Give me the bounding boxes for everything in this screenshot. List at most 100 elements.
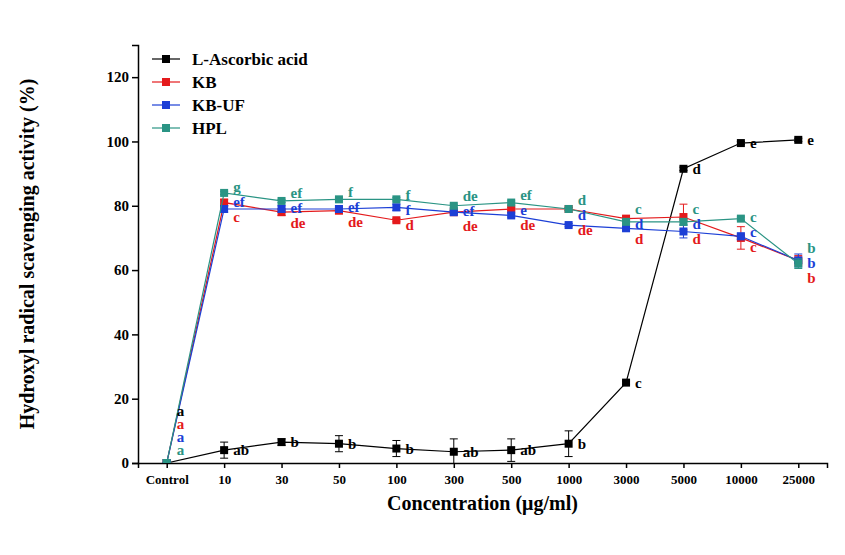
legend-label: KB [192,73,217,92]
error-bar-cap [565,456,573,457]
annotation: ef [520,187,533,203]
legend-marker [162,78,170,86]
tick-mark [454,463,456,468]
annotation: f [405,187,411,203]
annotation: b [405,441,413,457]
legend-label: L-Ascorbic acid [192,50,308,69]
annotations: aaaaabgefcbefefdebfefdebffdabdeefdeabefe… [177,132,816,460]
annotation: d [635,231,644,247]
data-point [507,199,515,207]
annotation: c [750,224,757,240]
annotation: b [807,255,815,271]
annotation: f [348,184,354,200]
data-point [737,139,745,147]
error-bar [220,442,228,458]
annotation: d [578,207,587,223]
error-bar-cap [565,430,573,431]
error-bar [335,206,343,212]
data-point [565,440,573,448]
tick-label: 120 [107,69,130,85]
error-bar [392,204,400,210]
x-axis-title: Concentration (μg/ml) [387,492,578,515]
annotation: g [233,179,241,195]
annotation: b [807,240,815,256]
annotation: c [750,239,757,255]
annotation: c [635,201,642,217]
annotation: e [807,132,814,148]
x-axis: Control103050100300500100030005000100002… [139,463,828,487]
legend-marker [162,101,170,109]
legend-label: KB-UF [192,96,245,115]
tick-label: 10000 [725,472,758,487]
tick: 30 [276,463,289,487]
data-point [335,205,343,213]
tick-label: 3000 [614,472,640,487]
tick-mark [741,463,743,468]
tick: 10 [218,463,231,487]
annotation: b [348,436,356,452]
annotation: de [463,218,478,234]
legend-label: HPL [192,119,227,138]
error-bar [450,439,458,463]
error-bar-cap [450,438,458,439]
tick: 100 [107,134,139,150]
data-point [163,459,171,463]
data-point [163,459,171,463]
legend: L-Ascorbic acid KB KB-UF HPL [152,50,308,138]
tick-mark [568,463,570,468]
tick-mark [626,463,628,468]
series-line [167,193,799,463]
data-point [278,438,286,446]
series [163,189,803,463]
annotation: c [692,201,699,217]
legend-marker [162,124,170,132]
error-bar-cap [737,226,745,227]
error-bar [679,225,687,238]
y-axis: 020406080100120 [107,46,139,472]
tick: 300 [445,463,465,487]
tick-label: 30 [276,472,289,487]
tick: 100 [387,463,407,487]
data-point [392,203,400,211]
annotation: b [291,434,299,450]
annotation: b [578,436,586,452]
tick: 60 [114,262,138,278]
annotation: ab [233,442,249,458]
tick-mark [396,463,398,468]
series [163,203,803,463]
error-bar-cap [335,435,343,436]
tick-label: 0 [122,455,130,471]
tick: 5000 [671,463,697,487]
error-bar-cap [507,461,515,462]
legend-marker [162,55,170,63]
tick-mark [132,463,138,465]
axis-line [139,464,828,469]
data-point [737,215,745,223]
tick-label: 20 [114,391,129,407]
series [163,136,803,463]
data-point [565,221,573,229]
error-bar [278,439,286,445]
annotation: ef [291,185,304,201]
error-bar [392,440,400,456]
annotation: ef [348,199,361,215]
data-point [450,448,458,456]
tick-label: 25000 [783,472,816,487]
tick-mark [132,334,138,336]
tick-mark [511,463,513,468]
tick-mark [281,463,283,468]
data-point [220,446,228,454]
annotation: d [692,161,701,177]
error-bar-cap [737,249,745,250]
annotation: ef [233,194,246,210]
annotation: ab [520,442,536,458]
tick-label: 40 [114,327,129,343]
data-point [794,136,802,144]
error-bar [335,436,343,452]
annotation: e [750,135,757,151]
tick-mark [132,270,138,272]
annotation: de [291,215,306,231]
data-point [737,232,745,240]
data-point [679,227,687,235]
data-point [565,205,573,213]
